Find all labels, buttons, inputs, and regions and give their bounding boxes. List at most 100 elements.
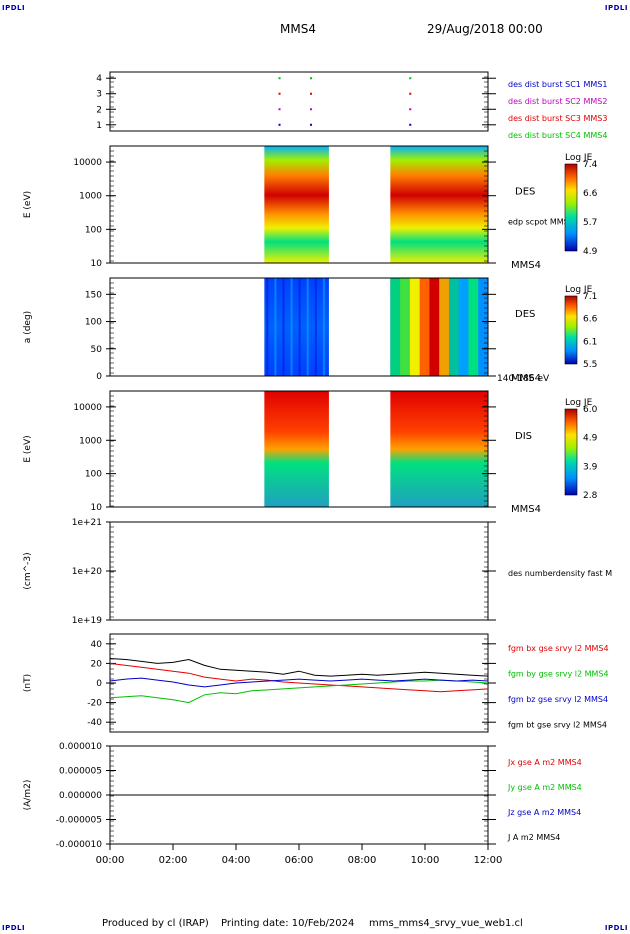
x-axis-tick-label: 06:00 bbox=[285, 855, 314, 866]
burst-marker bbox=[310, 108, 313, 111]
corner-label-bottom-left: IPDLI bbox=[2, 924, 26, 932]
density-panel-ytick-label: 1e+21 bbox=[72, 518, 102, 528]
des-pitch-panel-colorbar bbox=[564, 295, 578, 365]
des-pitch-panel-colorbar-tick-label: 6.6 bbox=[583, 315, 598, 325]
burst-panel-ytick-label: 1 bbox=[96, 121, 102, 131]
des-pitch-panel-pitch-stripe bbox=[429, 278, 440, 376]
dis-energy-panel-ytick-label: 1000 bbox=[79, 436, 102, 446]
date-title: 29/Aug/2018 00:00 bbox=[427, 22, 543, 36]
des-pitch-panel-pitch-stripe bbox=[290, 278, 293, 376]
des-energy-panel-spectrogram-block bbox=[264, 146, 329, 263]
x-axis-tick-label: 10:00 bbox=[411, 855, 440, 866]
burst-marker bbox=[278, 77, 281, 80]
current-legend-entry: Jy gse A m2 MMS4 bbox=[507, 783, 582, 792]
dis-energy-panel-colorbar-tick-label: 6.0 bbox=[583, 405, 598, 415]
des-energy-panel-colorbar-title: Log JE bbox=[565, 153, 593, 163]
corner-label-bottom-right: IPDLI bbox=[604, 924, 628, 932]
dis-energy-panel-ylabel: E (eV) bbox=[23, 435, 33, 462]
des-energy-panel-colorbar-tick-label: 4.9 bbox=[583, 247, 598, 257]
burst-panel-ytick-label: 4 bbox=[96, 74, 102, 84]
current-panel-ytick-label: -0.000010 bbox=[56, 840, 102, 850]
dis-energy-panel-colorbar-title: Log JE bbox=[565, 398, 593, 408]
des-pitch-panel-frame bbox=[109, 277, 489, 377]
des-pitch-panel-pitch-stripe bbox=[282, 278, 285, 376]
dis-energy-panel-ytick-label: 10000 bbox=[73, 403, 102, 413]
current-panel-ytick-label: -0.000005 bbox=[56, 816, 102, 826]
des-energy-panel-colorbar-tick-label: 6.6 bbox=[583, 189, 598, 199]
des-energy-panel-ytick-label: 1000 bbox=[79, 192, 102, 202]
x-axis-tick-label: 00:00 bbox=[96, 855, 125, 866]
des-energy-panel-ytick-label: 10000 bbox=[73, 158, 102, 168]
des-pitch-panel-pitch-stripe bbox=[298, 278, 301, 376]
burst-legend-entry: des dist burst SC2 MMS2 bbox=[508, 97, 607, 106]
x-axis-tick-label: 04:00 bbox=[222, 855, 251, 866]
des-energy-panel-ytick-label: 100 bbox=[85, 225, 102, 235]
dis-energy-panel-colorbar-tick-label: 3.9 bbox=[583, 462, 598, 472]
burst-marker bbox=[278, 92, 281, 95]
burst-marker bbox=[278, 108, 281, 111]
bfield-panel-ytick-label: -40 bbox=[87, 718, 102, 728]
footer-filename: mms_mms4_srvy_vue_web1.cl bbox=[369, 918, 523, 929]
des-pitch-panel-colorbar-tick-label: 5.5 bbox=[583, 360, 597, 370]
burst-legend-entry: des dist burst SC1 MMS1 bbox=[508, 80, 607, 89]
footer-produced-by: Produced by cl (IRAP) bbox=[102, 918, 209, 929]
burst-marker bbox=[310, 92, 313, 95]
des-energy-panel-ylabel: E (eV) bbox=[23, 191, 33, 218]
dis-energy-panel-colorbar bbox=[564, 408, 578, 496]
dis-energy-panel-spectrogram-block bbox=[390, 391, 488, 507]
des-energy-panel-colorbar-tick-label: 5.7 bbox=[583, 218, 597, 228]
des-pitch-panel-pitch-stripe bbox=[322, 278, 325, 376]
density-panel-frame bbox=[109, 521, 489, 621]
des-energy-panel-label: DES bbox=[515, 187, 535, 198]
des-pitch-panel-ytick-label: 100 bbox=[85, 318, 102, 328]
des-pitch-panel-pitch-stripe bbox=[468, 278, 479, 376]
des-pitch-panel-pitch-stripe bbox=[478, 278, 489, 376]
spacecraft-title: MMS4 bbox=[280, 22, 316, 36]
density-panel-ylabel: (cm^-3) bbox=[23, 552, 33, 589]
burst-panel-ytick-label: 3 bbox=[96, 90, 102, 100]
dis-energy-panel-sc-label: MMS4 bbox=[511, 504, 541, 515]
bfield-legend-entry: fgm bt gse srvy l2 MMS4 bbox=[508, 721, 607, 730]
des-pitch-panel-pitch-stripe bbox=[306, 278, 309, 376]
current-legend-entry: Jx gse A m2 MMS4 bbox=[507, 758, 582, 767]
des-energy-panel-frame bbox=[109, 145, 489, 264]
bfield-legend-entry: fgm bz gse srvy l2 MMS4 bbox=[508, 695, 608, 704]
burst-legend-entry: des dist burst SC3 MMS3 bbox=[508, 114, 607, 123]
des-pitch-panel-pitch-stripe bbox=[458, 278, 469, 376]
bfield-series-line bbox=[109, 662, 489, 693]
dis-energy-panel-label: DIS bbox=[515, 431, 532, 442]
des-pitch-panel-sc-label: MMS4 bbox=[511, 373, 541, 384]
des-pitch-panel-pitch-stripe bbox=[314, 278, 317, 376]
current-legend-entry: J A m2 MMS4 bbox=[507, 833, 560, 842]
des-energy-panel-sc-label: MMS4 bbox=[511, 260, 541, 271]
corner-label-top-left: IPDLI bbox=[2, 4, 26, 12]
dis-energy-panel-ytick-label: 100 bbox=[85, 470, 102, 480]
burst-marker bbox=[310, 77, 313, 80]
des-energy-panel-spectrogram-block bbox=[390, 146, 488, 263]
bfield-panel-ytick-label: -20 bbox=[87, 699, 102, 709]
dis-energy-panel-frame bbox=[109, 390, 489, 508]
current-panel-ytick-label: 0.000000 bbox=[59, 791, 102, 801]
density-legend-entry: des numberdensity fast M bbox=[508, 569, 612, 578]
des-pitch-panel-pitch-stripe bbox=[419, 278, 430, 376]
des-pitch-panel-pitch-stripe bbox=[274, 278, 277, 376]
dis-energy-panel-ytick-label: 10 bbox=[91, 503, 103, 513]
x-axis-tick-label: 08:00 bbox=[348, 855, 377, 866]
corner-label-top-right: IPDLI bbox=[604, 4, 628, 12]
x-axis-tick-label: 12:00 bbox=[474, 855, 503, 866]
des-pitch-panel-label: DES bbox=[515, 309, 535, 320]
burst-panel-ytick-label: 2 bbox=[96, 105, 102, 115]
bfield-series-line bbox=[109, 658, 489, 677]
bfield-series-line bbox=[109, 677, 489, 688]
burst-marker bbox=[409, 92, 412, 95]
burst-marker bbox=[409, 123, 412, 126]
dis-energy-panel-spectrogram-block bbox=[264, 391, 329, 507]
burst-marker bbox=[409, 108, 412, 111]
des-energy-panel-sublabel: edp scpot MMS4 bbox=[508, 218, 574, 227]
des-energy-panel-ytick-label: 10 bbox=[91, 259, 103, 269]
des-pitch-panel-pitch-stripe bbox=[400, 278, 411, 376]
des-pitch-panel-energy-label: 140-186 eV bbox=[497, 374, 550, 384]
des-pitch-panel-pitch-stripe bbox=[448, 278, 460, 376]
current-panel-ytick-label: 0.000005 bbox=[59, 767, 102, 777]
